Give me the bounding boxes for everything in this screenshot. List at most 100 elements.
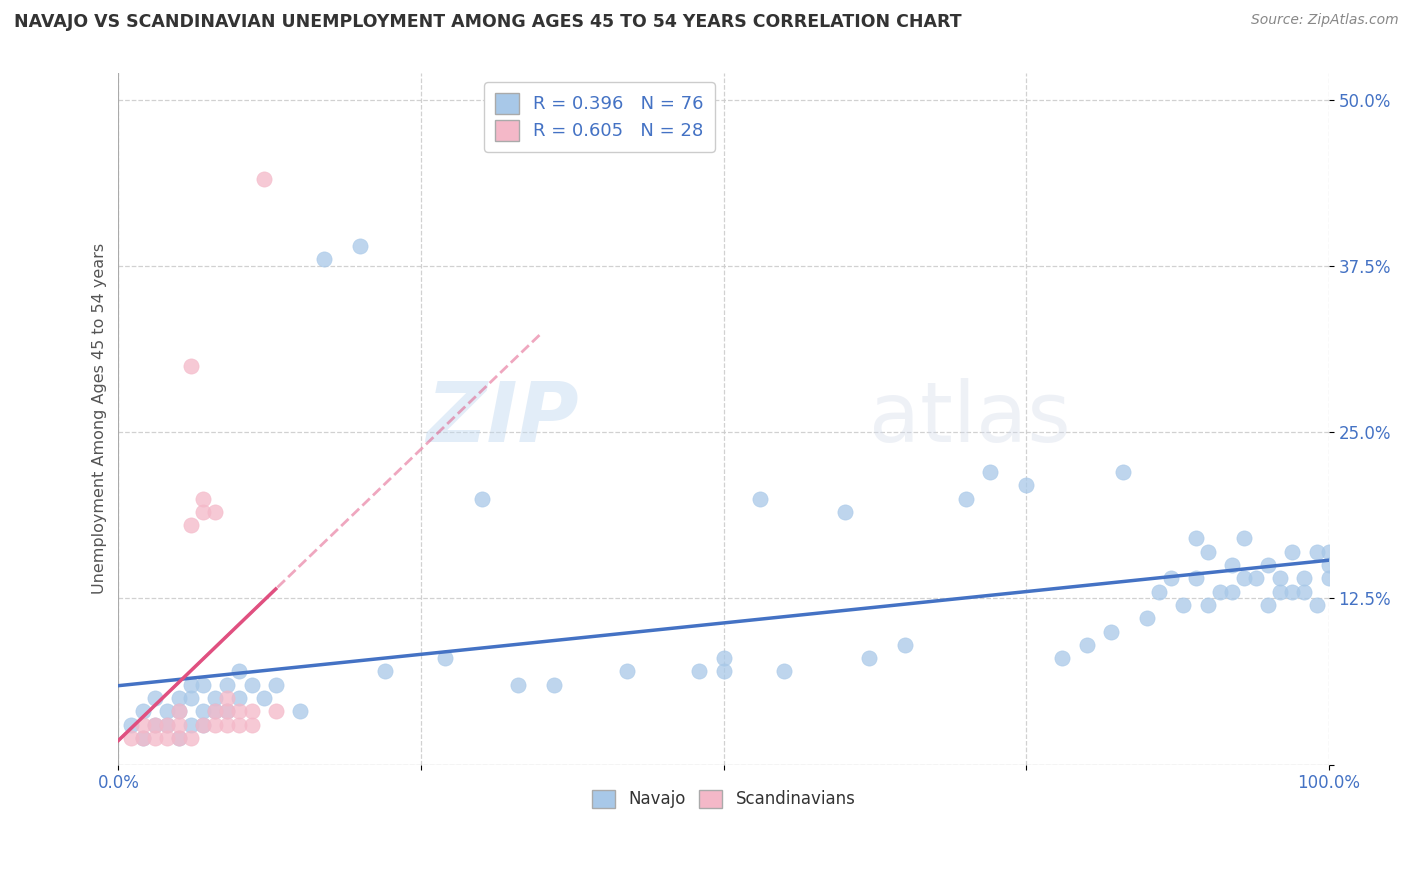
Point [143, 731, 166, 745]
Point [180, 717, 202, 731]
Point [217, 678, 239, 692]
Point [204, 717, 226, 731]
Point [314, 252, 336, 267]
Point [131, 704, 153, 718]
Point [1294, 584, 1316, 599]
Point [1233, 532, 1256, 546]
Point [288, 704, 311, 718]
Point [191, 717, 214, 731]
Point [1244, 571, 1267, 585]
Point [217, 717, 239, 731]
Point [1184, 571, 1206, 585]
Point [217, 704, 239, 718]
Point [228, 691, 250, 706]
Point [240, 717, 263, 731]
Point [1270, 571, 1292, 585]
Point [191, 704, 214, 718]
Point [217, 704, 239, 718]
Point [204, 691, 226, 706]
Point [131, 731, 153, 745]
Y-axis label: Unemployment Among Ages 45 to 54 years: Unemployment Among Ages 45 to 54 years [93, 244, 107, 594]
Point [253, 172, 276, 186]
Point [167, 717, 190, 731]
Point [1209, 584, 1232, 599]
Point [120, 731, 142, 745]
Point [167, 704, 190, 718]
Point [264, 704, 287, 718]
Point [1220, 584, 1243, 599]
Point [156, 717, 179, 731]
Point [543, 678, 565, 692]
Point [1281, 584, 1303, 599]
Point [470, 491, 492, 506]
Point [1233, 571, 1256, 585]
Point [1015, 478, 1038, 492]
Point [167, 704, 190, 718]
Point [1136, 611, 1159, 625]
Point [191, 717, 214, 731]
Point [180, 678, 202, 692]
Point [167, 691, 190, 706]
Legend: Navajo, Scandinavians: Navajo, Scandinavians [585, 783, 862, 815]
Point [1147, 584, 1170, 599]
Point [374, 665, 396, 679]
Point [858, 651, 880, 665]
Point [1099, 624, 1122, 639]
Point [1281, 545, 1303, 559]
Point [143, 717, 166, 731]
Point [156, 717, 179, 731]
Point [434, 651, 457, 665]
Point [1197, 545, 1219, 559]
Point [131, 717, 153, 731]
Point [979, 465, 1001, 479]
Point [1317, 571, 1340, 585]
Point [834, 505, 856, 519]
Point [156, 731, 179, 745]
Point [1257, 558, 1279, 572]
Point [1076, 638, 1098, 652]
Point [894, 638, 917, 652]
Point [217, 691, 239, 706]
Point [773, 665, 796, 679]
Point [191, 505, 214, 519]
Point [955, 491, 977, 506]
Point [191, 491, 214, 506]
Point [204, 505, 226, 519]
Point [167, 731, 190, 745]
Point [1305, 598, 1327, 612]
Point [1184, 532, 1206, 546]
Point [156, 704, 179, 718]
Point [228, 717, 250, 731]
Point [180, 518, 202, 533]
Point [1257, 598, 1279, 612]
Point [204, 704, 226, 718]
Point [688, 665, 710, 679]
Point [228, 704, 250, 718]
Point [713, 665, 735, 679]
Point [616, 665, 638, 679]
Text: NAVAJO VS SCANDINAVIAN UNEMPLOYMENT AMONG AGES 45 TO 54 YEARS CORRELATION CHART: NAVAJO VS SCANDINAVIAN UNEMPLOYMENT AMON… [14, 13, 962, 31]
Point [143, 691, 166, 706]
Point [131, 731, 153, 745]
Point [1220, 558, 1243, 572]
Point [180, 359, 202, 373]
Point [1270, 584, 1292, 599]
Point [143, 717, 166, 731]
Point [204, 704, 226, 718]
Point [180, 691, 202, 706]
Point [167, 731, 190, 745]
Point [1112, 465, 1135, 479]
Point [1052, 651, 1074, 665]
Point [240, 704, 263, 718]
Point [264, 678, 287, 692]
Point [180, 731, 202, 745]
Text: atlas: atlas [869, 378, 1070, 459]
Point [1160, 571, 1182, 585]
Point [191, 678, 214, 692]
Point [240, 678, 263, 692]
Point [1317, 558, 1340, 572]
Point [1317, 545, 1340, 559]
Point [506, 678, 529, 692]
Point [349, 239, 371, 253]
Point [1197, 598, 1219, 612]
